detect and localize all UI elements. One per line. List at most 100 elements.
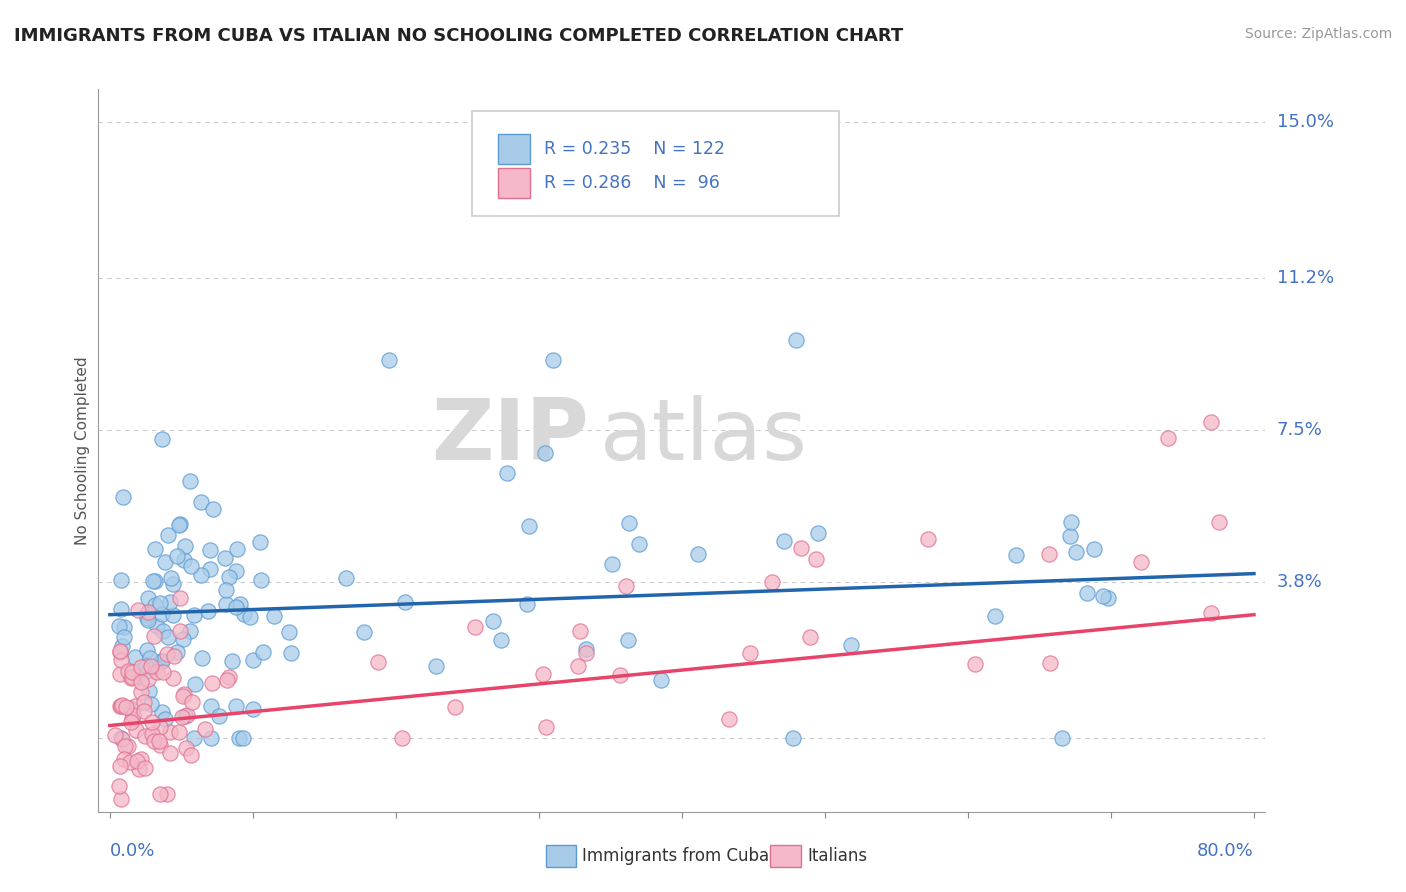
Point [614,579,637,593]
Text: IMMIGRANTS FROM CUBA VS ITALIAN NO SCHOOLING COMPLETED CORRELATION CHART: IMMIGRANTS FROM CUBA VS ITALIAN NO SCHOO… [14,27,903,45]
Point [609,667,631,681]
Point [202,502,225,516]
Point [1083,542,1105,557]
Point [482,614,505,628]
Point [111,731,134,746]
Point [200,542,222,557]
Point [108,699,131,714]
Point [124,723,146,737]
Point [181,695,204,709]
Point [159,746,181,760]
Point [110,731,132,745]
Point [115,700,138,714]
Point [112,752,135,766]
Point [650,673,672,687]
Point [353,624,375,639]
Point [790,541,813,556]
Point [155,787,177,801]
Point [194,722,217,736]
Point [531,667,554,681]
Point [785,333,807,347]
Point [198,562,221,576]
Text: 11.2%: 11.2% [1277,269,1334,287]
Point [139,659,162,673]
Point [141,574,163,589]
Point [568,624,591,638]
Point [136,613,159,627]
Point [1076,586,1098,600]
Point [761,574,783,589]
Point [150,654,173,668]
Point [394,594,416,608]
Point [169,518,191,533]
Point [125,669,148,683]
Point [600,558,623,572]
Point [963,657,986,671]
Point [150,432,173,446]
Text: 7.5%: 7.5% [1277,421,1323,439]
Point [1060,515,1083,529]
Point [1130,555,1153,569]
Point [232,731,254,745]
Point [112,490,135,504]
Point [172,632,194,646]
Point [128,763,150,777]
Point [159,571,181,585]
Point [179,624,201,639]
Point [772,533,794,548]
Text: Source: ZipAtlas.com: Source: ZipAtlas.com [1244,27,1392,41]
Text: 0.0%: 0.0% [110,842,155,860]
Point [121,665,143,679]
Point [249,535,271,549]
Point [149,596,172,610]
Point [108,779,131,793]
Point [146,619,169,633]
Point [229,597,252,611]
Point [214,551,236,566]
Point [225,564,247,578]
Point [983,609,1005,624]
Point [174,539,197,553]
Point [1064,545,1087,559]
Point [218,671,240,685]
Point [156,647,179,661]
Point [233,607,256,622]
Point [166,645,188,659]
Point [495,466,517,480]
Point [155,555,177,569]
Point [148,734,170,748]
Point [169,591,191,606]
Point [127,603,149,617]
Point [134,704,156,718]
Point [134,761,156,775]
Point [200,699,222,714]
Point [688,547,710,561]
Point [135,659,157,673]
Point [173,687,195,701]
Point [839,638,862,652]
Point [225,698,247,713]
Point [121,713,143,727]
Point [278,624,301,639]
Point [149,787,172,801]
Text: 15.0%: 15.0% [1277,113,1333,131]
Point [110,666,132,681]
Point [519,519,541,533]
Point [215,673,238,687]
Point [121,670,143,684]
Point [1059,529,1081,543]
Point [567,658,589,673]
Point [167,724,190,739]
Point [110,573,132,587]
Point [1038,547,1060,561]
Point [162,577,184,591]
FancyBboxPatch shape [498,168,530,198]
Y-axis label: No Schooling Completed: No Schooling Completed [75,356,90,545]
Point [139,650,162,665]
Point [242,653,264,667]
Point [129,674,152,689]
Point [263,609,285,624]
FancyBboxPatch shape [472,111,839,216]
FancyBboxPatch shape [498,134,530,164]
Point [141,715,163,730]
